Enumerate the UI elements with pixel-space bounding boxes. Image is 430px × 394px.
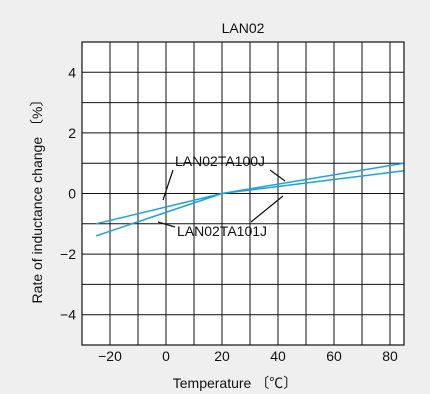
leader-line-100j-right [269, 169, 286, 182]
x-tick-labels: −20 0 20 40 60 80 [98, 348, 398, 364]
y-axis-label: Rate of inductance change 〔%〕 [29, 93, 45, 304]
y-tick-label: −4 [60, 307, 76, 323]
leader-line-101j-left [157, 221, 176, 228]
y-tick-label: 2 [68, 125, 76, 141]
series-lines [95, 162, 405, 237]
x-tick-label: −20 [98, 348, 122, 364]
leader-line-100j-left [162, 169, 174, 201]
label-leaders [157, 169, 286, 228]
series-label-100j: LAN02TA100J [175, 153, 265, 169]
y-tick-label: −2 [60, 246, 76, 262]
leader-line-101j-right [250, 195, 284, 223]
y-tick-label: 4 [68, 64, 76, 80]
series-label-101j: LAN02TA101J [177, 223, 267, 239]
x-tick-label: 80 [382, 348, 398, 364]
chart-title: LAN02 [222, 20, 265, 36]
y-tick-label: 0 [68, 186, 76, 202]
y-tick-labels: −4 −2 0 2 4 [60, 64, 76, 322]
series-line-1 [95, 162, 405, 237]
x-tick-label: 0 [162, 348, 170, 364]
x-tick-label: 20 [214, 348, 230, 364]
x-tick-label: 40 [270, 348, 286, 364]
grid [82, 42, 404, 345]
x-tick-label: 60 [326, 348, 342, 364]
plot-border [81, 41, 405, 346]
x-axis-label: Temperature 〔℃〕 [173, 375, 297, 391]
